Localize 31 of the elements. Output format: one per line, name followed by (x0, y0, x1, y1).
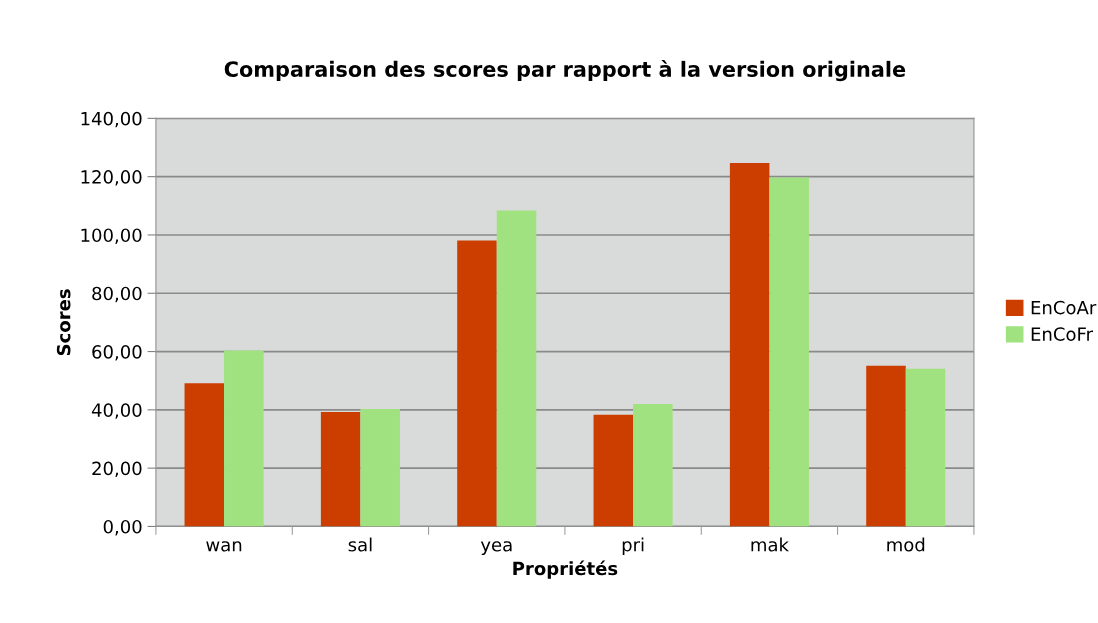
y-tick-label: 20,00 (92, 461, 142, 478)
x-tick-label: yea (480, 541, 512, 556)
legend-label: EnCoFr (1031, 327, 1094, 341)
bar (866, 365, 906, 527)
y-tick-label: 0,00 (103, 519, 142, 536)
x-tick-label: mod (887, 537, 925, 552)
bar (184, 383, 225, 527)
y-tick-label: 60,00 (92, 345, 142, 361)
x-tick-label: mak (751, 537, 789, 552)
bar (593, 414, 634, 527)
y-axis-title: Scores (56, 289, 71, 356)
legend-label: EnCoAr (1031, 300, 1097, 315)
bar (457, 240, 497, 527)
x-tick-label: pri (622, 537, 644, 556)
bar (729, 162, 770, 527)
y-tick-label: 100,00 (81, 228, 142, 244)
x-tick-label: wan (206, 541, 242, 552)
bar (360, 408, 400, 527)
y-tick-label: 80,00 (92, 286, 142, 303)
bar (633, 404, 673, 527)
bar (496, 210, 537, 527)
y-tick-label: 120,00 (81, 170, 142, 186)
chart-title: Comparaison des scores par rapport à la version originale (224, 60, 906, 82)
bar (224, 350, 264, 527)
x-axis-title: Propriétés (513, 560, 618, 579)
bar (769, 177, 809, 527)
y-tick-label: 140,00 (81, 111, 142, 128)
y-tick-label: 40,00 (91, 403, 142, 419)
bar (320, 411, 361, 527)
x-tick-label: sal (348, 537, 372, 552)
bar (905, 368, 946, 527)
